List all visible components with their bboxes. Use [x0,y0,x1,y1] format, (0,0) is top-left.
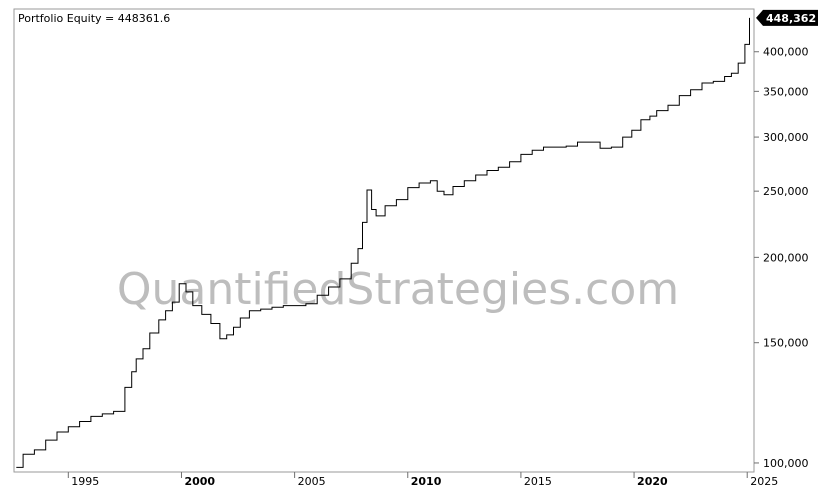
plot-area [13,8,755,473]
y-tick-label: 350,000 [763,85,809,98]
y-tick-label: 100,000 [763,457,809,470]
y-tick-label: 150,000 [763,337,809,350]
last-value-label: 448,362 [766,12,816,25]
x-axis: 1995 2000 2005 2010 2015 2020 2025 [67,472,778,488]
y-axis: 100,000 150,000 200,000 250,000 300,000 350,0… [754,46,809,470]
last-value-tag-bg [756,9,818,26]
x-tick-label: 2015 [524,475,552,488]
y-tick-label: 400,000 [763,46,809,59]
watermark-text: QuantifiedStrategies.com [117,264,679,315]
y-tick-label: 250,000 [763,185,809,198]
legend-label: Portfolio Equity = 448361.6 [18,12,170,25]
y-tick-label: 300,000 [763,131,809,144]
x-tick-label: 2020 [637,475,668,488]
last-value-tag: 448,362 [756,9,818,26]
equity-series-line [16,17,750,468]
x-tick-label: 2005 [298,475,326,488]
x-tick-label: 1995 [71,475,99,488]
x-tick-label: 2010 [411,475,442,488]
x-tick-label: 2025 [750,475,778,488]
y-tick-label: 200,000 [763,251,809,264]
x-tick-label: 2000 [184,475,215,488]
